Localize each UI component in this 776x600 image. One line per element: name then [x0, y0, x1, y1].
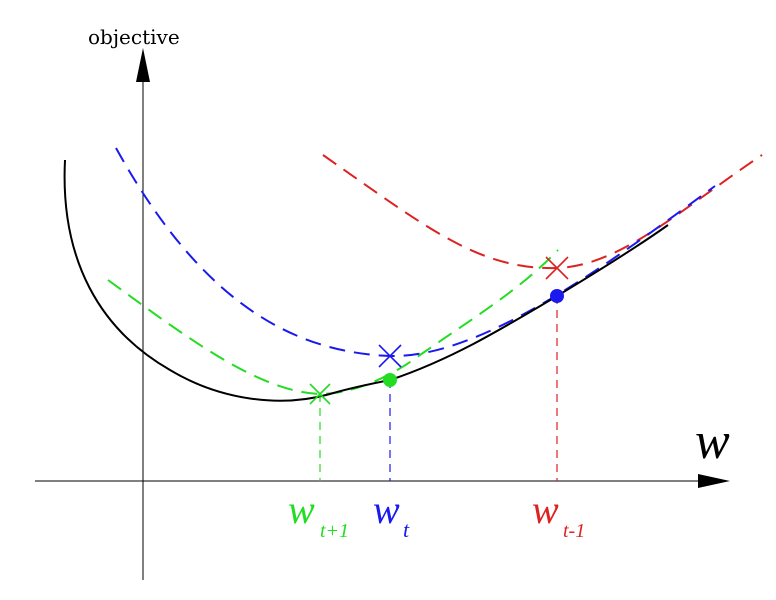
cross-marker-t-minus-1: [545, 256, 569, 280]
cross-marker-t-plus-1: [309, 383, 331, 405]
svg-text:t+1: t+1: [320, 520, 349, 542]
svg-text:w: w: [532, 487, 559, 532]
y-axis-label: objective: [88, 25, 180, 49]
dot-marker-w-t-minus-1: [550, 289, 564, 303]
surrogate-curve-t: [115, 147, 716, 358]
y-axis-arrowhead: [136, 48, 150, 82]
objective-curve: [63, 159, 669, 402]
svg-text:t: t: [403, 517, 410, 542]
surrogate-curve-t-minus-1: [322, 154, 763, 270]
svg-text:t-1: t-1: [563, 520, 585, 542]
label-w-t: w t: [373, 487, 410, 542]
label-w-t-plus-1: w t+1: [288, 487, 349, 542]
label-w-t-minus-1: w t-1: [532, 487, 585, 542]
svg-text:w: w: [288, 487, 315, 532]
dot-marker-w-t: [383, 373, 397, 387]
x-axis-label: w: [695, 413, 730, 470]
x-axis-arrowhead: [698, 474, 730, 488]
svg-text:w: w: [373, 487, 400, 532]
cross-marker-t: [378, 344, 402, 368]
